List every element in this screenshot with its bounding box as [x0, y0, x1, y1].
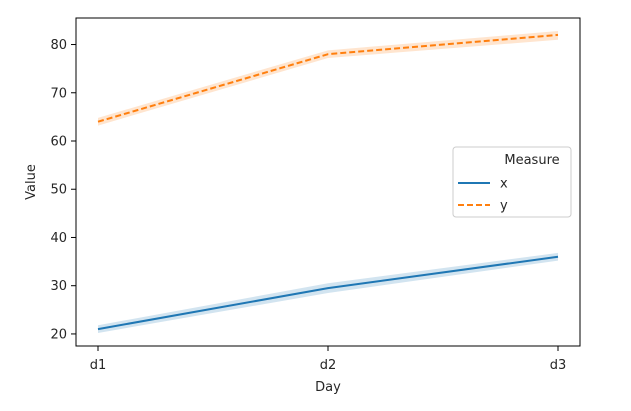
y-tick-label: 70 — [50, 86, 67, 101]
x-tick-label: d3 — [550, 358, 567, 373]
x-tick-label: d1 — [90, 358, 107, 373]
y-tick-label: 40 — [50, 231, 67, 246]
y-tick-label: 50 — [50, 183, 67, 198]
x-tick-label: d2 — [320, 358, 337, 373]
y-axis: 20 30 40 50 60 70 80 — [50, 38, 76, 342]
series-lines — [97, 33, 559, 331]
legend-label-x: x — [500, 177, 508, 192]
legend-label-y: y — [500, 199, 508, 214]
x-axis: d1 d2 d3 — [90, 346, 567, 373]
y-tick-label: 80 — [50, 38, 67, 53]
legend-box — [452, 146, 572, 218]
legend-title: Measure — [504, 153, 559, 168]
series-y-line — [97, 33, 559, 123]
legend: Measure xy — [452, 146, 572, 218]
y-axis-title: Value — [24, 164, 39, 200]
x-axis-title: Day — [315, 380, 341, 395]
series-y-band — [98, 31, 558, 126]
series-x-band — [98, 252, 558, 333]
y-tick-label: 60 — [50, 135, 67, 150]
series-x-line — [97, 255, 559, 331]
y-tick-label: 20 — [50, 327, 67, 342]
y-tick-label: 30 — [50, 279, 67, 294]
